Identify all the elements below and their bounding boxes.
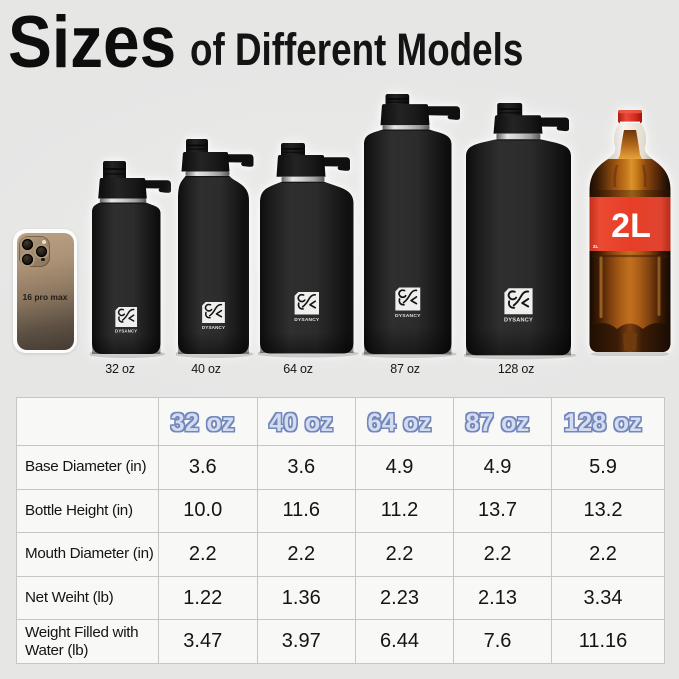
svg-text:DYSANCY: DYSANCY <box>504 317 533 323</box>
svg-text:2L: 2L <box>611 207 651 245</box>
svg-text:2L: 2L <box>593 244 599 249</box>
svg-text:DYSANCY: DYSANCY <box>395 313 421 319</box>
svg-text:DYSANCY: DYSANCY <box>115 329 137 334</box>
svg-text:DYSANCY: DYSANCY <box>201 325 224 330</box>
svg-text:DYSANCY: DYSANCY <box>294 317 320 323</box>
